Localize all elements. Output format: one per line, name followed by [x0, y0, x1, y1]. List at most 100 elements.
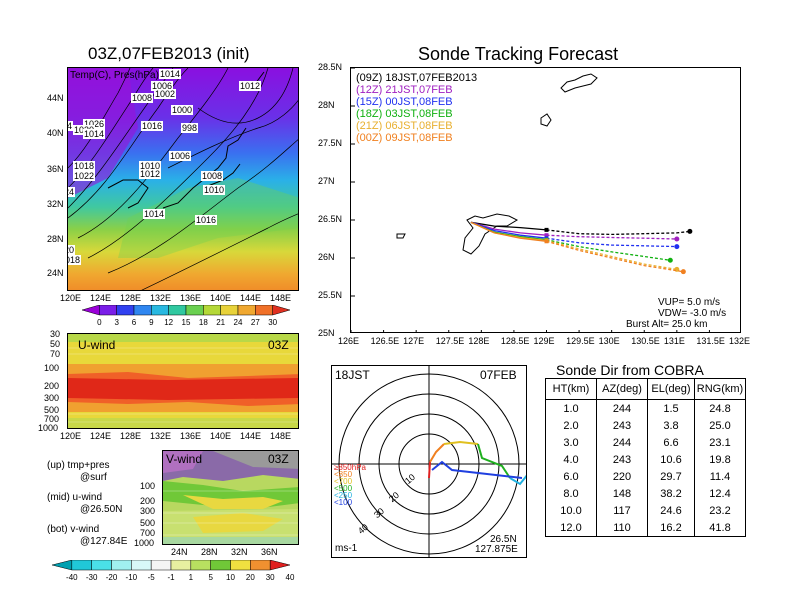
table-cell: 12.0	[545, 519, 597, 537]
pressure-contour-label: 1008	[201, 171, 224, 181]
colorbar-tick: 6	[132, 318, 137, 327]
polar-units: ms-1	[335, 543, 358, 554]
colorbar-tick: 27	[251, 318, 260, 327]
table-cell: 6.0	[545, 468, 597, 485]
table-cell: 19.8	[694, 451, 746, 468]
colorbar-swatch	[255, 304, 273, 316]
track-end-point	[674, 244, 680, 250]
track-marker	[544, 239, 549, 244]
table-cell: 1.0	[545, 399, 597, 417]
colorbar-swatch	[272, 304, 291, 316]
lat-tick: 32N	[47, 199, 64, 209]
pressure-contour-label: 998	[181, 123, 199, 133]
colorbar-swatch	[237, 304, 256, 316]
lat-tick: 25.5N	[318, 290, 343, 300]
lat-tick: 36N	[261, 547, 278, 557]
pressure-legend: ≥850hPa <850 <700 <500 <250 <100	[334, 464, 366, 507]
note-up: (up) tmp+pres	[47, 460, 110, 471]
lon-tick: 128E	[120, 293, 142, 303]
colorbar-tick: -30	[86, 573, 98, 582]
tracking-chart	[351, 68, 710, 332]
table-cell: 41.8	[694, 519, 746, 537]
track-line-solid	[470, 221, 547, 242]
pressure-contour-label: 1008	[131, 93, 154, 103]
lon-tick: 131E	[663, 336, 685, 346]
colorbar-tick: 0	[97, 318, 102, 327]
lon-tick: 136E	[180, 431, 202, 441]
table-cell: 4.0	[545, 451, 597, 468]
lon-tick: 128E	[468, 336, 490, 346]
lon-tick: 120E	[60, 431, 82, 441]
lat-tick: 44N	[47, 93, 64, 103]
colorbar-swatch	[168, 304, 187, 316]
colorbar-swatch	[91, 559, 112, 571]
table-cell: 6.6	[647, 434, 695, 451]
colorbar-swatch	[133, 304, 152, 316]
lat-tick: 25N	[318, 328, 335, 338]
lat-tick: 28N	[47, 234, 64, 244]
lon-tick: 132E	[150, 293, 172, 303]
lat-tick: 28N	[201, 547, 218, 557]
lon-tick: 131.5E	[696, 336, 725, 346]
temperature-pressure-map: 1012101410061002100010081016998102610301…	[67, 67, 299, 291]
table-cell: 10.0	[545, 502, 597, 519]
pressure-contour-label: 1026	[83, 119, 106, 129]
table-cell: 244	[596, 399, 648, 417]
lon-tick: 128E	[120, 431, 142, 441]
v-wind-label: V-wind	[166, 452, 203, 466]
colorbar-swatch	[230, 559, 251, 571]
note-bot: (bot) v-wind	[47, 524, 100, 535]
burst-label: Burst Alt= 25.0 km	[626, 319, 708, 330]
column-header: HT(km)	[545, 378, 597, 400]
lon-tick: 124E	[90, 293, 112, 303]
table-row: 12.0 110 16.2 41.8	[545, 519, 746, 537]
table-header-row: HT(km) AZ(deg) EL(deg) RNG(km)	[545, 378, 746, 400]
table-cell: 10.6	[647, 451, 695, 468]
pressure-contour-label: 1024	[68, 187, 76, 197]
track-line-dashed	[546, 234, 677, 240]
lon-tick: 144E	[240, 431, 262, 441]
note-mid: (mid) u-wind	[47, 492, 103, 503]
colorbar-swatch	[81, 304, 100, 316]
table-cell: 25.0	[694, 417, 746, 434]
pressure-contour-label: 1000	[171, 105, 194, 115]
colorbar-tick: 10	[226, 573, 235, 582]
lon-tick: 132E	[729, 336, 751, 346]
table-cell: 2.0	[545, 417, 597, 434]
table-cell: 12.4	[694, 485, 746, 502]
note-bot-level: @127.84E	[80, 536, 128, 547]
table-cell: 16.2	[647, 519, 695, 537]
colorbar-swatch	[71, 559, 92, 571]
colorbar-swatch	[131, 559, 152, 571]
colorbar-swatch	[150, 559, 172, 571]
note-mid-level: @26.50N	[80, 504, 123, 515]
pressure-contour-label: 1006	[151, 81, 174, 91]
colorbar-tick: 15	[182, 318, 191, 327]
colorbar-tick: 30	[268, 318, 277, 327]
v-wind-field	[163, 451, 298, 544]
colorbar-tick: 40	[286, 573, 295, 582]
polar-time: 18JST	[335, 368, 370, 382]
lon-tick: 128.5E	[500, 336, 530, 346]
u-wind-field	[68, 334, 298, 428]
track-end-point	[680, 269, 686, 275]
colorbar-tick: 3	[114, 318, 119, 327]
pressure-contour-label: 1014	[159, 69, 182, 79]
table-cell: 117	[596, 502, 648, 519]
track-line-dashed	[546, 229, 690, 236]
u-wind-time: 03Z	[268, 338, 289, 352]
left-title: 03Z,07FEB2013 (init)	[88, 44, 250, 63]
table-row: 6.0 220 29.7 11.4	[545, 468, 746, 485]
pressure-legend-item: <250	[334, 491, 353, 500]
pressure-legend-item: <850	[334, 470, 353, 479]
colorbar-tick: -1	[167, 573, 175, 582]
colorbar-tick: 24	[234, 318, 243, 327]
lat-tick: 26.5N	[318, 214, 343, 224]
lon-tick: 144E	[240, 293, 262, 303]
colorbar-tick: -5	[148, 573, 156, 582]
vdw-label: VDW= -3.0 m/s	[658, 308, 727, 319]
track-line-solid	[470, 221, 547, 231]
colorbar-tick: -20	[106, 573, 118, 582]
pressure-tick: 300	[44, 393, 60, 403]
